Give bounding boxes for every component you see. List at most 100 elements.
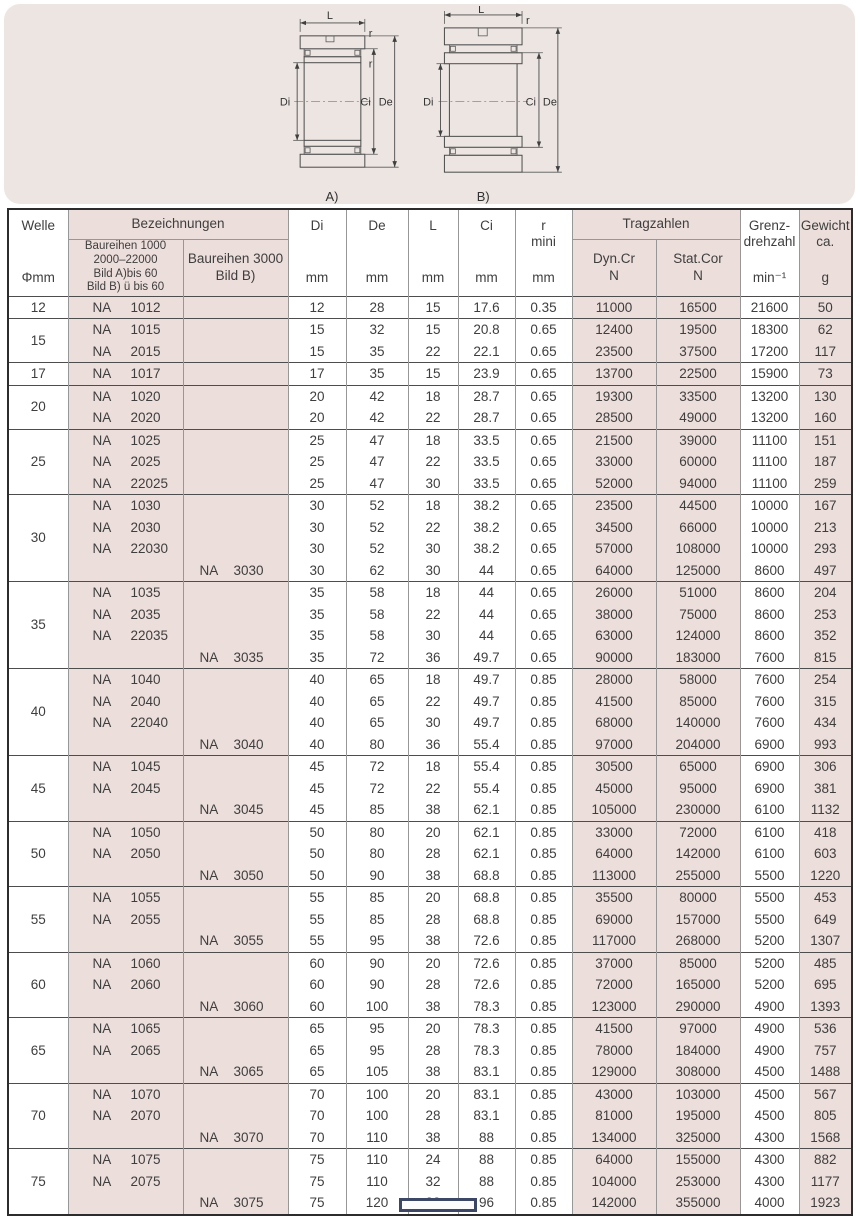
cell-ci: 44	[457, 559, 516, 582]
cell-de: 28	[345, 295, 409, 319]
cell-r-mini: 0.85	[514, 820, 573, 843]
cell-ci: 83.1	[457, 1105, 516, 1127]
cell-dyn-cr: 43000	[571, 1082, 657, 1105]
cell-de: 58	[345, 603, 409, 625]
cell-grenzdrehzahl: 4500	[739, 1082, 800, 1105]
cell-stat-cor: 253000	[655, 1170, 741, 1192]
cell-gewicht: 50	[798, 295, 853, 319]
cell-dyn-cr: 81000	[571, 1105, 657, 1127]
cell-di: 17	[287, 362, 347, 385]
cell-welle: 12	[7, 295, 68, 319]
header-baureihen-3000: Baureihen 3000 Bild B)	[182, 239, 289, 296]
dim-label-di: Di	[280, 97, 290, 109]
cell-l: 22	[407, 516, 459, 538]
table-row: NA 2015 15 35 22 22.1 0.65 23500 37500 17200 117	[8, 340, 853, 363]
bearing-designation: NA 1040	[92, 672, 161, 687]
cell-di: 40	[287, 733, 347, 756]
cell-stat-cor: 60000	[655, 451, 741, 473]
cell-baureihe-1000: NA 22030	[67, 538, 183, 560]
header-tragzahlen: Tragzahlen	[571, 209, 741, 240]
cell-dyn-cr: 64000	[571, 1148, 657, 1171]
cell-r-mini: 0.85	[514, 864, 573, 887]
cell-di: 20	[287, 407, 347, 429]
cell-grenzdrehzahl: 10000	[739, 516, 800, 538]
cell-welle: 65	[7, 1017, 68, 1083]
cell-welle: 55	[7, 886, 68, 952]
cell-baureihe-1000: NA 2030	[67, 516, 183, 538]
bearing-designation: NA 1060	[92, 955, 161, 971]
header-dyn-cr: Dyn.Cr N	[571, 239, 657, 296]
cell-di: 70	[287, 1126, 347, 1149]
cell-ci: 55.4	[457, 777, 516, 799]
cell-stat-cor: 230000	[655, 799, 741, 821]
cell-gewicht: 381	[798, 777, 853, 799]
cell-stat-cor: 16500	[655, 295, 741, 319]
cell-di: 55	[287, 908, 347, 930]
cell-l: 30	[407, 559, 459, 582]
cell-di: 40	[287, 690, 347, 712]
cell-stat-cor: 85000	[655, 690, 741, 712]
header-gewicht-unit: g	[821, 270, 830, 286]
cell-de: 80	[345, 820, 409, 843]
cell-baureihe-3000	[182, 603, 289, 625]
cell-l: 18	[407, 581, 459, 604]
bearing-designation: NA 1012	[92, 299, 161, 315]
cell-dyn-cr: 38000	[571, 603, 657, 625]
cell-baureihe-1000: NA 1015	[67, 318, 183, 341]
bearing-designation: NA 1050	[92, 824, 161, 840]
cell-l: 22	[407, 340, 459, 363]
cell-dyn-cr: 142000	[571, 1192, 657, 1215]
cell-r-mini: 0.85	[514, 1082, 573, 1105]
cell-di: 50	[287, 843, 347, 865]
table-row: NA 2020 20 42 22 28.7 0.65 28500 49000 13200 160	[8, 407, 853, 429]
cell-baureihe-1000: NA 1065	[67, 1017, 183, 1040]
cell-stat-cor: 103000	[655, 1082, 741, 1105]
cell-de: 100	[345, 1105, 409, 1127]
bearing-designation: NA 1070	[92, 1086, 161, 1102]
cell-dyn-cr: 117000	[571, 930, 657, 952]
cell-r-mini: 0.85	[514, 690, 573, 712]
cell-ci: 33.5	[457, 451, 516, 473]
bearing-designation: NA 2035	[92, 606, 161, 622]
figure-label-a: A)	[326, 189, 339, 204]
cell-di: 55	[287, 930, 347, 952]
cell-l: 38	[407, 1061, 459, 1083]
cell-baureihe-1000: NA 2045	[67, 777, 183, 799]
cell-dyn-cr: 113000	[571, 864, 657, 887]
cell-grenzdrehzahl: 8600	[739, 625, 800, 647]
bearing-designation: NA 3065	[199, 1064, 264, 1079]
dim-label-de: De	[379, 97, 393, 109]
dim-label-r: r	[526, 15, 530, 27]
cell-r-mini: 0.85	[514, 908, 573, 930]
bearing-designation: NA 2060	[92, 977, 161, 992]
cell-stat-cor: 51000	[655, 581, 741, 604]
header-baureihen-1000: Baureihen 1000 2000–22000 Bild A)bis 60 …	[67, 239, 183, 296]
cell-gewicht: 213	[798, 516, 853, 538]
cell-baureihe-1000: NA 2040	[67, 690, 183, 712]
cell-di: 75	[287, 1148, 347, 1171]
cell-gewicht: 485	[798, 951, 853, 974]
header-di: Di mm	[287, 209, 347, 296]
cell-l: 15	[407, 362, 459, 385]
cell-r-mini: 0.85	[514, 712, 573, 734]
cell-baureihe-1000: NA 1017	[67, 362, 183, 385]
cell-grenzdrehzahl: 13200	[739, 384, 800, 407]
cell-gewicht: 1393	[798, 995, 853, 1018]
header-r-unit: mm	[532, 270, 555, 286]
cell-ci: 72.6	[457, 974, 516, 996]
dim-label-r: r	[369, 28, 373, 40]
cell-l: 22	[407, 451, 459, 473]
cell-di: 45	[287, 799, 347, 821]
bearing-designation: NA 2065	[92, 1042, 161, 1058]
cell-l: 20	[407, 1082, 459, 1105]
cell-dyn-cr: 68000	[571, 712, 657, 734]
cell-gewicht: 603	[798, 843, 853, 865]
cell-gewicht: 434	[798, 712, 853, 734]
cell-r-mini: 0.85	[514, 930, 573, 952]
cell-baureihe-3000	[182, 625, 289, 647]
cell-grenzdrehzahl: 8600	[739, 603, 800, 625]
dim-label-r: r	[369, 59, 373, 71]
cell-dyn-cr: 69000	[571, 908, 657, 930]
cell-l: 28	[407, 908, 459, 930]
cell-r-mini: 0.85	[514, 799, 573, 821]
